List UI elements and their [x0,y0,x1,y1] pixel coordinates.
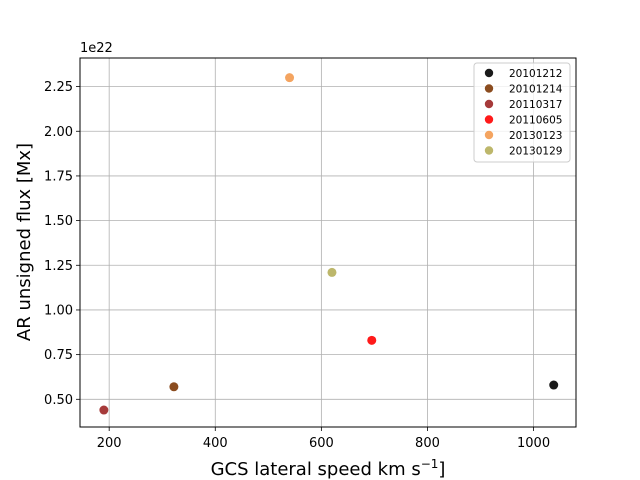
legend-marker-20130123 [484,130,494,140]
plot-frame [79,57,577,428]
legend-marker-20130129 [484,146,494,155]
y-tick-label: 1.00 [44,303,73,318]
legend-label-20110317: 20110317 [509,99,562,111]
x-axis-label: GCS lateral speed km s−1] [211,457,446,480]
data-point-20110605 [367,335,377,345]
y-tick-label: 2.00 [44,125,73,140]
y-tick-label: 1.75 [44,169,73,184]
data-points [99,73,559,415]
y-tick-label: 1.50 [44,214,73,229]
legend-label-20130129: 20130129 [509,145,562,157]
legend-label-20130123: 20130123 [509,130,562,142]
y-tick-label: 2.25 [44,80,73,95]
legend-box [473,62,571,163]
legend-marker-20101214 [484,84,494,93]
y-tick-label: 1.25 [44,259,73,274]
legend-label-20110605: 20110605 [509,114,562,126]
y-tick-label: 0.50 [44,393,73,408]
y-axis-ticks: 0.50 0.75 1.00 1.25 1.50 1.75 2.00 2.25 [44,80,80,408]
data-point-20101212 [549,380,559,390]
y-offset-text: 1e22 [80,41,113,56]
x-axis-label-suffix: ] [438,459,445,480]
legend: 20101212 20101214 20110317 20110605 20130123… [473,62,571,163]
x-axis-ticks: 200 400 600 800 1000 [97,427,550,451]
x-tick-label: 200 [97,436,122,451]
grid-lines [80,58,576,427]
x-axis-label-main: GCS lateral speed km s [211,459,421,480]
x-tick-label: 1000 [517,436,550,451]
legend-marker-20110605 [484,115,494,124]
x-tick-label: 600 [309,436,334,451]
data-point-20130123 [285,73,295,83]
x-tick-label: 400 [203,436,228,451]
data-point-20130129 [327,267,337,277]
legend-label-20101214: 20101214 [509,83,563,95]
x-tick-label: 800 [415,436,440,451]
legend-label-20101212: 20101212 [509,68,562,80]
y-axis-label: AR unsigned flux [Mx] [14,143,35,341]
legend-marker-20110317 [484,99,494,109]
data-point-20110317 [99,405,109,415]
x-axis-label-superscript: −1 [421,457,439,471]
legend-marker-20101212 [484,68,494,78]
y-tick-label: 0.75 [44,348,73,363]
data-point-20101214 [169,382,179,392]
